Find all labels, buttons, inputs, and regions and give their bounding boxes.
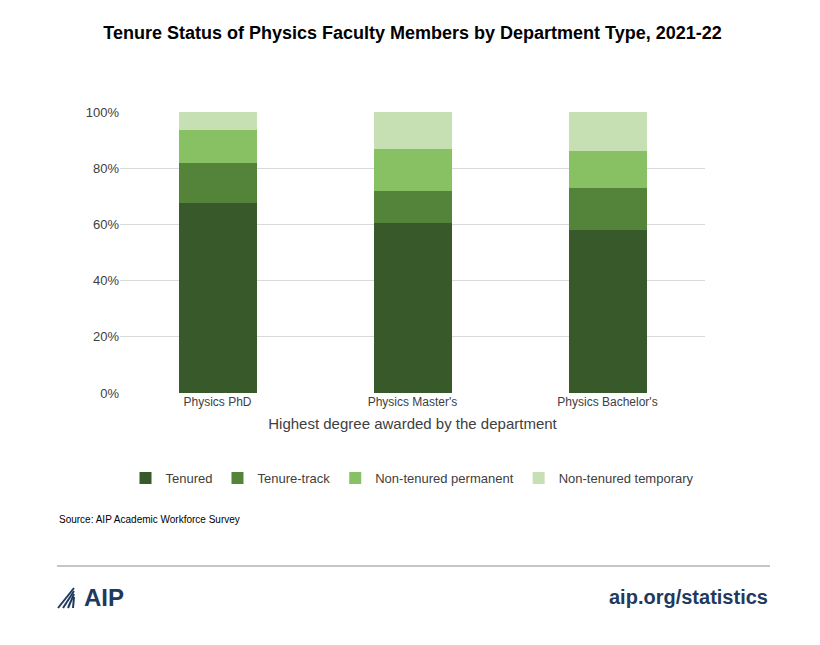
svg-text:60%: 60%: [93, 217, 119, 232]
svg-text:100%: 100%: [86, 105, 120, 120]
svg-text:Tenure-track: Tenure-track: [257, 471, 330, 486]
svg-text:Physics Master's: Physics Master's: [368, 395, 458, 409]
svg-text:Source: AIP Academic Workforce: Source: AIP Academic Workforce Survey: [59, 514, 240, 525]
svg-text:Non-tenured permanent: Non-tenured permanent: [375, 471, 513, 486]
svg-text:Physics PhD: Physics PhD: [183, 395, 251, 409]
svg-text:Tenured: Tenured: [166, 471, 213, 486]
svg-text:80%: 80%: [93, 161, 119, 176]
svg-text:aip.org/statistics: aip.org/statistics: [609, 586, 768, 608]
svg-text:0%: 0%: [100, 386, 119, 401]
svg-text:20%: 20%: [93, 329, 119, 344]
svg-text:Non-tenured temporary: Non-tenured temporary: [559, 471, 694, 486]
svg-text:Highest degree awarded by the: Highest degree awarded by the department: [268, 415, 557, 432]
svg-text:Tenure Status of Physics Facul: Tenure Status of Physics Faculty Members…: [103, 23, 722, 43]
svg-text:40%: 40%: [93, 273, 119, 288]
svg-text:AIP: AIP: [84, 584, 124, 611]
svg-text:Physics Bachelor's: Physics Bachelor's: [557, 395, 657, 409]
